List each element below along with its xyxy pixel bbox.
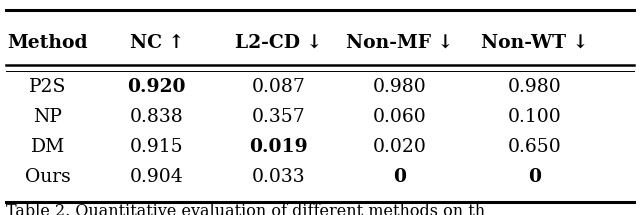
Text: L2-CD ↓: L2-CD ↓	[235, 34, 322, 52]
Text: Method: Method	[8, 34, 88, 52]
Text: 0.980: 0.980	[508, 78, 561, 96]
Text: 0.357: 0.357	[252, 108, 305, 126]
Text: Ours: Ours	[25, 168, 71, 186]
Text: 0.060: 0.060	[373, 108, 427, 126]
Text: DM: DM	[31, 138, 65, 156]
Text: NP: NP	[33, 108, 63, 126]
Text: Non-WT ↓: Non-WT ↓	[481, 34, 588, 52]
Text: 0.650: 0.650	[508, 138, 561, 156]
Text: 0.920: 0.920	[127, 78, 186, 96]
Text: 0.100: 0.100	[508, 108, 561, 126]
Text: 0: 0	[394, 168, 406, 186]
Text: P2S: P2S	[29, 78, 67, 96]
Text: NC ↑: NC ↑	[130, 34, 184, 52]
Text: 0.087: 0.087	[252, 78, 305, 96]
Text: Table 2. Quantitative evaluation of different methods on th: Table 2. Quantitative evaluation of diff…	[6, 203, 486, 215]
Text: 0: 0	[528, 168, 541, 186]
Text: 0.838: 0.838	[130, 108, 184, 126]
Text: 0.904: 0.904	[130, 168, 184, 186]
Text: 0.915: 0.915	[130, 138, 184, 156]
Text: 0.980: 0.980	[373, 78, 427, 96]
Text: 0.020: 0.020	[373, 138, 427, 156]
Text: 0.033: 0.033	[252, 168, 305, 186]
Text: Non-MF ↓: Non-MF ↓	[346, 34, 454, 52]
Text: 0.019: 0.019	[249, 138, 308, 156]
